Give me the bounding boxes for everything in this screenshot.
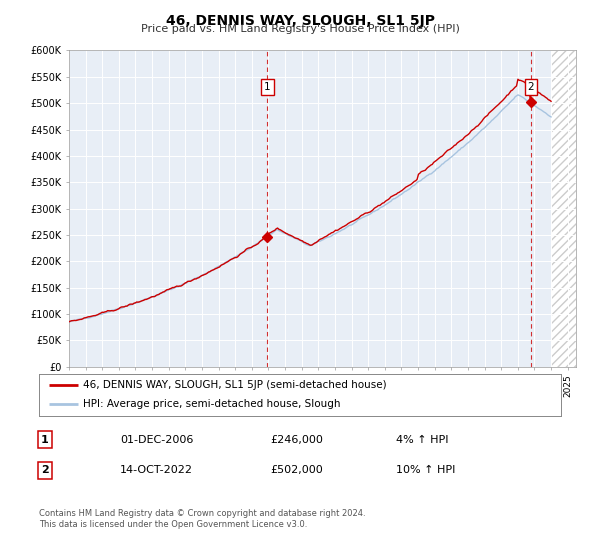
Text: 4% ↑ HPI: 4% ↑ HPI <box>396 435 449 445</box>
Text: 14-OCT-2022: 14-OCT-2022 <box>120 465 193 475</box>
Text: Contains HM Land Registry data © Crown copyright and database right 2024.: Contains HM Land Registry data © Crown c… <box>39 509 365 518</box>
Text: 46, DENNIS WAY, SLOUGH, SL1 5JP (semi-detached house): 46, DENNIS WAY, SLOUGH, SL1 5JP (semi-de… <box>83 380 387 390</box>
Bar <box>551 50 576 367</box>
Text: 1: 1 <box>264 82 271 92</box>
Text: 01-DEC-2006: 01-DEC-2006 <box>120 435 193 445</box>
Text: 2: 2 <box>41 465 49 475</box>
Text: £502,000: £502,000 <box>270 465 323 475</box>
Text: 2: 2 <box>527 82 534 92</box>
Text: 46, DENNIS WAY, SLOUGH, SL1 5JP: 46, DENNIS WAY, SLOUGH, SL1 5JP <box>166 14 434 28</box>
Bar <box>551 50 576 367</box>
Text: £246,000: £246,000 <box>270 435 323 445</box>
Text: 10% ↑ HPI: 10% ↑ HPI <box>396 465 455 475</box>
Text: Price paid vs. HM Land Registry's House Price Index (HPI): Price paid vs. HM Land Registry's House … <box>140 24 460 34</box>
Text: This data is licensed under the Open Government Licence v3.0.: This data is licensed under the Open Gov… <box>39 520 307 529</box>
Text: HPI: Average price, semi-detached house, Slough: HPI: Average price, semi-detached house,… <box>83 399 341 409</box>
Text: 1: 1 <box>41 435 49 445</box>
